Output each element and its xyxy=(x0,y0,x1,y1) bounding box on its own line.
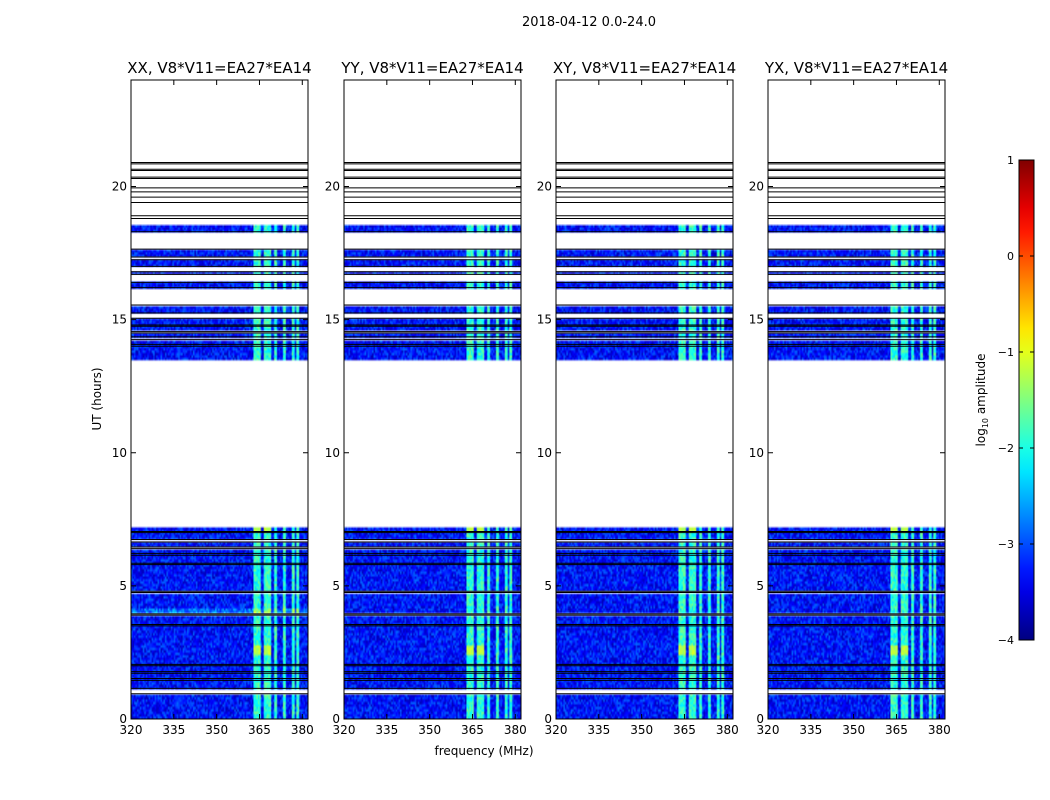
x-tick-label: 350 xyxy=(205,723,228,737)
y-tick-label: 20 xyxy=(749,180,764,194)
y-tick-label: 0 xyxy=(756,712,764,726)
panel-title: XX, V8*V11=EA27*EA14 xyxy=(127,59,311,77)
y-tick-label: 5 xyxy=(756,579,764,593)
colorbar-tick-label: 0 xyxy=(1007,250,1014,263)
heatmap-image xyxy=(344,80,521,719)
y-tick-label: 10 xyxy=(537,446,552,460)
y-tick-label: 15 xyxy=(537,313,552,327)
colorbar-bar xyxy=(1018,159,1035,641)
colorbar-label-main: log xyxy=(974,428,988,446)
x-axis-label: frequency (MHz) xyxy=(434,744,533,758)
y-tick-label: 0 xyxy=(119,712,127,726)
x-tick-label: 365 xyxy=(673,723,696,737)
heatmap-image xyxy=(768,80,945,719)
panel-title: YX, V8*V11=EA27*EA14 xyxy=(764,59,948,77)
y-tick-label: 20 xyxy=(537,180,552,194)
x-tick-label: 320 xyxy=(120,723,143,737)
y-tick-label: 10 xyxy=(325,446,340,460)
y-tick-label: 5 xyxy=(544,579,552,593)
y-tick-label: 15 xyxy=(749,313,764,327)
x-tick-label: 350 xyxy=(842,723,865,737)
heatmap-image xyxy=(556,80,733,719)
x-tick-label: 380 xyxy=(291,723,314,737)
x-tick-label: 350 xyxy=(418,723,441,737)
colorbar-tick-label: −4 xyxy=(998,634,1014,647)
x-tick-label: 365 xyxy=(461,723,484,737)
x-tick-label: 365 xyxy=(248,723,271,737)
panel-frame xyxy=(555,79,734,720)
y-tick-label: 15 xyxy=(325,313,340,327)
x-tick-label: 365 xyxy=(885,723,908,737)
panel-title: XY, V8*V11=EA27*EA14 xyxy=(553,59,736,77)
x-tick-label: 320 xyxy=(545,723,568,737)
panel-frame xyxy=(130,79,309,720)
x-tick-label: 380 xyxy=(504,723,527,737)
x-tick-label: 350 xyxy=(630,723,653,737)
colorbar-tick-label: 1 xyxy=(1007,154,1014,167)
y-tick-label: 20 xyxy=(325,180,340,194)
y-tick-label: 20 xyxy=(112,180,127,194)
x-tick-label: 380 xyxy=(928,723,951,737)
colorbar-tick-label: −1 xyxy=(998,346,1014,359)
panel-3: XY, V8*V11=EA27*EA14 320 335 350 365 380 0 5 10 1… xyxy=(537,59,739,737)
colorbar-label: log10 amplitude xyxy=(974,354,990,447)
x-tick-label: 380 xyxy=(716,723,739,737)
y-tick-label: 10 xyxy=(112,446,127,460)
x-tick-label: 320 xyxy=(757,723,780,737)
x-tick-label: 335 xyxy=(162,723,185,737)
y-tick-label: 15 xyxy=(112,313,127,327)
y-tick-label: 5 xyxy=(332,579,340,593)
y-tick-label: 5 xyxy=(119,579,127,593)
panel-4: YX, V8*V11=EA27*EA14 320 335 350 365 380 0 5 10 1… xyxy=(749,59,951,737)
colorbar-label-sub: 10 xyxy=(981,418,990,428)
heatmap-image xyxy=(131,80,308,719)
panel-frame xyxy=(343,79,522,720)
colorbar-tick-label: −3 xyxy=(998,538,1014,551)
colorbar-label-rest: amplitude xyxy=(974,354,988,418)
x-tick-label: 335 xyxy=(587,723,610,737)
colorbar-tick-label: −2 xyxy=(998,442,1014,455)
x-tick-label: 335 xyxy=(375,723,398,737)
y-tick-label: 0 xyxy=(544,712,552,726)
y-axis-label: UT (hours) xyxy=(90,367,104,430)
panel-1: XX, V8*V11=EA27*EA14 320 335 350 365 380 0 5 10 1… xyxy=(112,59,314,737)
y-tick-label: 10 xyxy=(749,446,764,460)
panels-group: XX, V8*V11=EA27*EA14 320 335 350 365 380 0 5 10 1… xyxy=(112,59,951,737)
x-tick-label: 320 xyxy=(333,723,356,737)
panel-2: YY, V8*V11=EA27*EA14 320 335 350 365 380 0 5 10 1… xyxy=(325,59,527,737)
panel-title: YY, V8*V11=EA27*EA14 xyxy=(340,59,523,77)
panel-frame xyxy=(767,79,946,720)
figure-suptitle: 2018-04-12 0.0-24.0 xyxy=(522,15,656,30)
x-tick-label: 335 xyxy=(799,723,822,737)
y-tick-label: 0 xyxy=(332,712,340,726)
